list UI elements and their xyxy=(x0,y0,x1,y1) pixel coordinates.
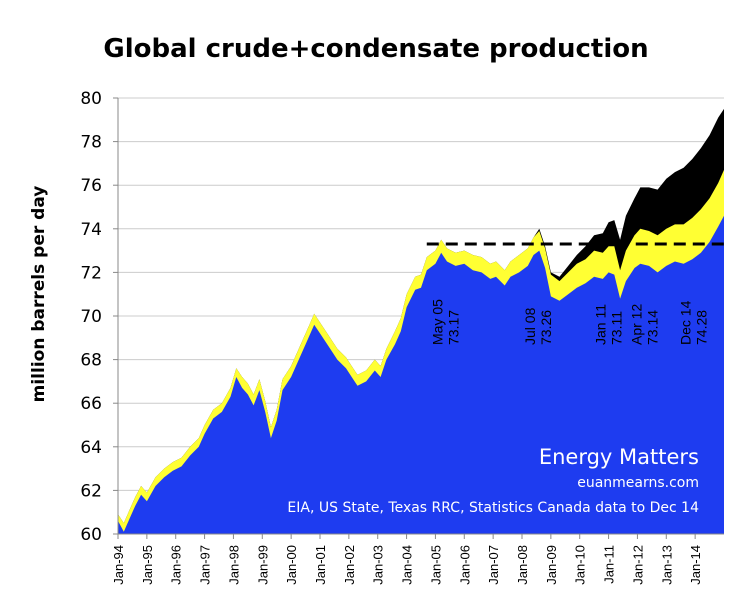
annotation-date: May 05 xyxy=(430,299,446,345)
y-tick-label: 74 xyxy=(80,220,102,240)
annotation-date: Jan 11 xyxy=(593,304,609,345)
y-tick-label: 60 xyxy=(80,525,102,545)
annotation-date: Dec 14 xyxy=(678,300,694,345)
annotation-value: 73.17 xyxy=(446,310,462,345)
x-tick-label: Jan-99 xyxy=(255,545,270,585)
watermark: Energy Matters euanmearns.com EIA, US St… xyxy=(287,445,699,516)
annotation-value: 73.26 xyxy=(538,310,554,345)
x-tick-label: Jan-04 xyxy=(400,545,415,585)
x-tick-label: Jan-95 xyxy=(140,545,155,585)
x-tick-label: Jan-03 xyxy=(371,545,386,585)
x-tick-label: Jan-12 xyxy=(630,545,645,585)
x-tick-label: Jan-09 xyxy=(544,545,559,585)
x-tick-label: Jan-10 xyxy=(573,545,588,585)
y-tick-label: 78 xyxy=(80,133,102,153)
annotation-value: 73.11 xyxy=(609,311,625,345)
x-tick-label: Jan-97 xyxy=(198,545,213,585)
y-tick-label: 62 xyxy=(80,481,102,501)
annotation-date: Apr 12 xyxy=(629,304,645,345)
watermark-brand: Energy Matters xyxy=(539,445,699,469)
y-axis-label: million barrels per day xyxy=(29,186,49,403)
x-tick-label: Jan-98 xyxy=(226,545,241,585)
x-tick-label: Jan-08 xyxy=(515,545,530,585)
x-tick-label: Jan-96 xyxy=(169,545,184,585)
x-tick-label: Jan-00 xyxy=(284,545,299,585)
y-tick-labels: 60 62 64 66 68 70 72 74 76 78 80 xyxy=(80,89,118,545)
y-tick-label: 70 xyxy=(80,307,102,327)
annotation-value: 74.28 xyxy=(694,310,710,345)
x-tick-label: Jan-94 xyxy=(111,545,126,585)
x-tick-label: Jan-01 xyxy=(313,545,328,585)
annotation-date: Jul 08 xyxy=(522,307,538,345)
chart-title: Global crude+condensate production xyxy=(103,34,648,64)
annotation-value: 73.14 xyxy=(645,310,661,345)
x-tick-label: Jan-06 xyxy=(457,545,472,585)
x-tick-label: Jan-05 xyxy=(428,545,443,585)
x-tick-label: Jan-02 xyxy=(342,545,357,585)
x-tick-label: Jan-07 xyxy=(486,545,501,585)
y-tick-label: 64 xyxy=(80,438,102,458)
x-tick-label: Jan-13 xyxy=(659,545,674,585)
y-tick-label: 68 xyxy=(80,351,102,371)
x-tick-label: Jan-14 xyxy=(688,545,703,585)
y-tick-label: 72 xyxy=(80,263,102,283)
y-tick-label: 66 xyxy=(80,394,102,414)
watermark-source: EIA, US State, Texas RRC, Statistics Can… xyxy=(287,500,699,516)
y-tick-label: 76 xyxy=(80,176,102,196)
area-series xyxy=(118,108,724,535)
y-tick-label: 80 xyxy=(80,89,102,109)
watermark-site: euanmearns.com xyxy=(577,475,699,491)
annotations: May 05 73.17 Jul 08 73.26 Jan 11 73.11 Apr 12 7… xyxy=(430,299,710,345)
x-tick-labels: Jan-94 Jan-95 Jan-96 Jan-97 Jan-98 Jan-99 Jan-… xyxy=(111,534,703,585)
x-tick-label: Jan-11 xyxy=(602,545,617,584)
area-series-1 xyxy=(118,215,724,534)
